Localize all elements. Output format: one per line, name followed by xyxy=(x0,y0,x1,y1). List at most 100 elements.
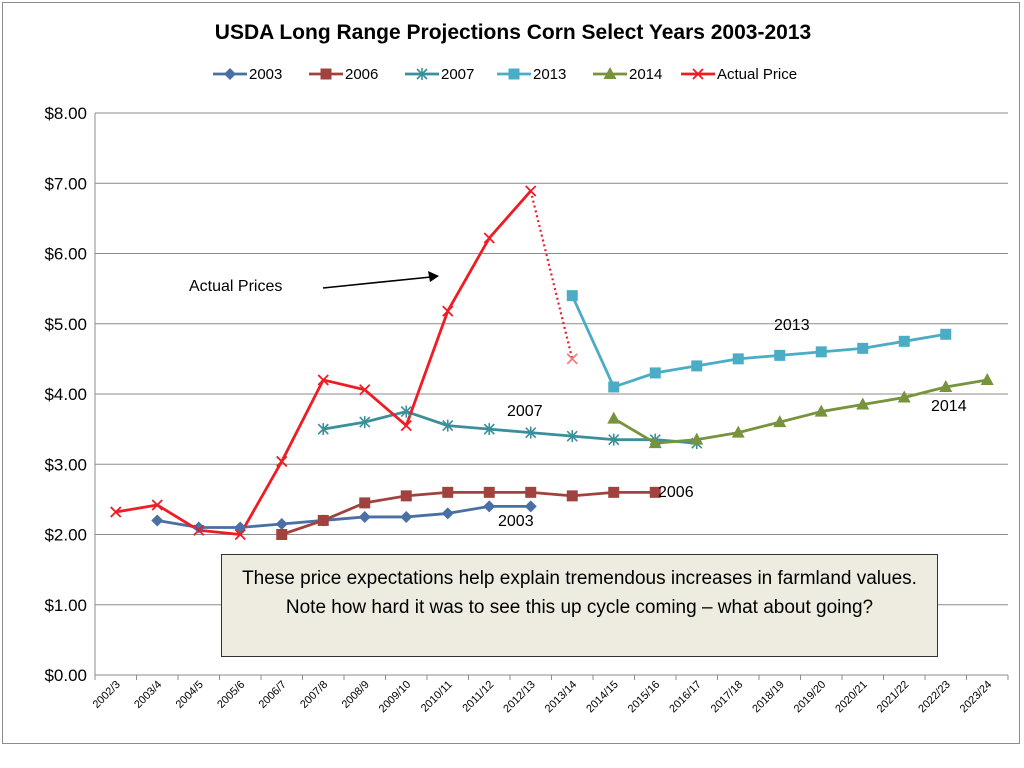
legend-label: 2014 xyxy=(629,66,662,83)
data-point xyxy=(649,367,661,379)
data-point xyxy=(359,384,371,396)
x-tick-label: 2021/22 xyxy=(875,679,912,716)
x-tick-label: 2009/10 xyxy=(377,679,414,716)
data-point xyxy=(525,185,537,197)
series-projected-line xyxy=(529,190,574,360)
x-tick-label: 2017/18 xyxy=(709,679,746,716)
data-point xyxy=(857,342,869,354)
legend-item: Actual Price xyxy=(681,66,797,83)
data-point xyxy=(400,490,412,502)
legend-label: 2006 xyxy=(345,66,378,83)
data-point xyxy=(276,455,288,468)
chart-title: USDA Long Range Projections Corn Select … xyxy=(215,21,811,44)
data-point xyxy=(359,497,371,509)
data-point xyxy=(151,514,164,527)
series-line xyxy=(115,190,532,536)
y-tick-label: $8.00 xyxy=(44,104,87,123)
actual-prices-arrowhead xyxy=(428,271,439,282)
data-point xyxy=(400,510,413,523)
legend-item: 2007 xyxy=(405,66,474,83)
data-point xyxy=(980,372,994,385)
line-chart: USDA Long Range Projections Corn Select … xyxy=(44,21,1009,716)
series-label-2013: 2013 xyxy=(774,317,810,334)
data-point xyxy=(608,486,620,498)
x-tick-label: 2004/5 xyxy=(174,679,206,711)
x-tick-label: 2018/19 xyxy=(750,679,787,716)
legend-swatch-marker xyxy=(416,68,428,80)
x-tick-label: 2020/21 xyxy=(833,679,870,716)
y-tick-label: $1.00 xyxy=(44,596,87,615)
series-line xyxy=(323,410,697,445)
data-point xyxy=(607,411,621,424)
x-tick-label: 2023/24 xyxy=(958,679,995,716)
data-point xyxy=(732,353,744,365)
data-point xyxy=(525,426,537,439)
data-point xyxy=(441,507,454,520)
x-tick-label: 2011/12 xyxy=(460,679,496,715)
series-line xyxy=(613,378,988,445)
series-markers xyxy=(110,185,994,541)
data-point xyxy=(483,500,496,513)
x-tick-label: 2019/20 xyxy=(792,679,829,716)
chart-grid xyxy=(95,112,1008,606)
data-point xyxy=(898,335,910,347)
data-point xyxy=(940,328,952,340)
data-point xyxy=(359,416,371,429)
data-point xyxy=(192,521,205,534)
data-point xyxy=(566,290,578,302)
data-point xyxy=(648,436,662,449)
data-point xyxy=(524,500,537,513)
data-point xyxy=(275,517,288,530)
x-tick-label: 2007/8 xyxy=(298,679,330,711)
data-point xyxy=(774,349,786,361)
x-tick-label: 2012/13 xyxy=(501,679,538,716)
legend-swatch-marker xyxy=(692,68,704,80)
data-point xyxy=(483,423,495,436)
data-point xyxy=(234,521,247,534)
series-line xyxy=(570,295,946,389)
x-tick-label: 2005/6 xyxy=(215,679,247,711)
x-axis-tick-labels: 2002/3 2003/4 2004/5 2005/6 2006/7 2007/8 2008… xyxy=(91,679,995,716)
data-point xyxy=(483,232,495,244)
data-point xyxy=(566,430,578,443)
data-point xyxy=(317,514,329,526)
legend-swatch-marker xyxy=(508,68,520,80)
data-point xyxy=(358,510,371,523)
y-axis-tick-labels: $0.00 $1.00 $2.00 $3.00 $4.00 $5.00 $6.00 $7.00… xyxy=(44,104,87,685)
chart-axes xyxy=(94,113,1009,680)
data-point xyxy=(442,486,454,498)
data-point xyxy=(317,374,329,386)
x-tick-label: 2022/23 xyxy=(916,679,953,716)
data-point xyxy=(608,433,620,446)
data-point xyxy=(151,499,163,511)
data-point xyxy=(234,528,246,541)
note-box: These price expectations help explain tr… xyxy=(221,554,938,657)
series-lines xyxy=(115,190,988,536)
data-point xyxy=(773,415,787,428)
y-tick-label: $7.00 xyxy=(44,174,87,193)
x-tick-label: 2013/14 xyxy=(543,679,580,716)
legend-label: 2007 xyxy=(441,66,474,83)
data-point xyxy=(856,397,870,410)
legend-item: 2014 xyxy=(593,66,662,83)
data-point xyxy=(814,404,828,417)
data-point xyxy=(483,486,495,498)
legend-swatch-marker xyxy=(320,68,332,80)
legend-item: 2013 xyxy=(497,66,566,83)
data-point xyxy=(897,390,911,403)
series-label-2007: 2007 xyxy=(507,403,543,420)
x-tick-label: 2015/16 xyxy=(626,679,663,716)
legend-label: 2013 xyxy=(533,66,566,83)
y-tick-label: $4.00 xyxy=(44,385,87,404)
data-point xyxy=(317,423,329,436)
actual-prices-arrow xyxy=(322,276,432,289)
legend-swatch-marker xyxy=(224,68,236,80)
data-point xyxy=(193,524,205,536)
x-tick-label: 2006/7 xyxy=(257,679,289,711)
data-point xyxy=(691,360,703,372)
data-point xyxy=(442,419,454,432)
series-label-2003: 2003 xyxy=(498,513,534,530)
data-point xyxy=(649,486,661,498)
y-tick-label: $5.00 xyxy=(44,315,87,334)
y-tick-label: $6.00 xyxy=(44,245,87,264)
